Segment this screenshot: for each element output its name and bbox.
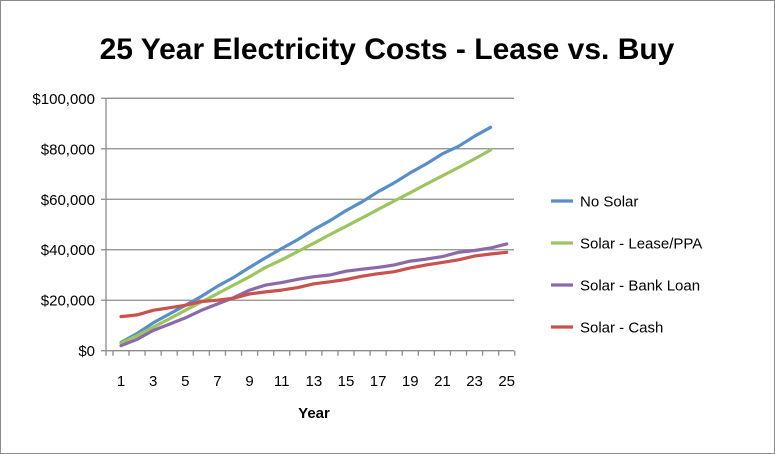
legend: No Solar Solar - Lease/PPA Solar - Bank Lo…	[551, 194, 702, 337]
x-tick-label: 1	[117, 373, 125, 390]
x-axis-ticks: 1 3 5 7 9 11 13 15 17 19 21 23 25	[117, 373, 515, 390]
series-line	[119, 148, 493, 345]
series-line	[119, 250, 509, 319]
grid	[101, 97, 516, 356]
x-tick-label: 21	[434, 373, 451, 390]
legend-label: Solar - Bank Loan	[580, 278, 700, 295]
x-tick-label: 11	[274, 373, 290, 390]
x-tick-label: 5	[181, 373, 189, 390]
y-tick-label: $100,000	[32, 91, 95, 108]
legend-label: Solar - Cash	[580, 320, 663, 337]
y-tick-label: $60,000	[41, 192, 95, 209]
legend-label: Solar - Lease/PPA	[580, 236, 702, 253]
x-tick-label: 19	[402, 373, 419, 390]
x-tick-label: 25	[498, 373, 515, 390]
x-tick-label: 17	[370, 373, 387, 390]
y-tick-label: $80,000	[41, 141, 95, 158]
x-tick-label: 13	[306, 373, 323, 390]
y-axis-ticks: $0 $20,000 $40,000 $60,000 $80,000 $100,000	[32, 91, 95, 360]
x-tick-label: 3	[149, 373, 157, 390]
x-tick-label: 23	[466, 373, 483, 390]
y-tick-label: $20,000	[41, 293, 95, 310]
series-lines	[119, 125, 509, 348]
x-tick-label: 7	[213, 373, 221, 390]
x-tick-label: 15	[338, 373, 355, 390]
x-tick-label: 9	[245, 373, 253, 390]
chart-title: 25 Year Electricity Costs - Lease vs. Bu…	[100, 33, 675, 66]
series-line	[119, 242, 509, 348]
legend-label: No Solar	[580, 194, 638, 211]
x-axis-label: Year	[298, 405, 330, 422]
y-tick-label: $0	[78, 343, 95, 360]
y-tick-label: $40,000	[41, 242, 95, 259]
